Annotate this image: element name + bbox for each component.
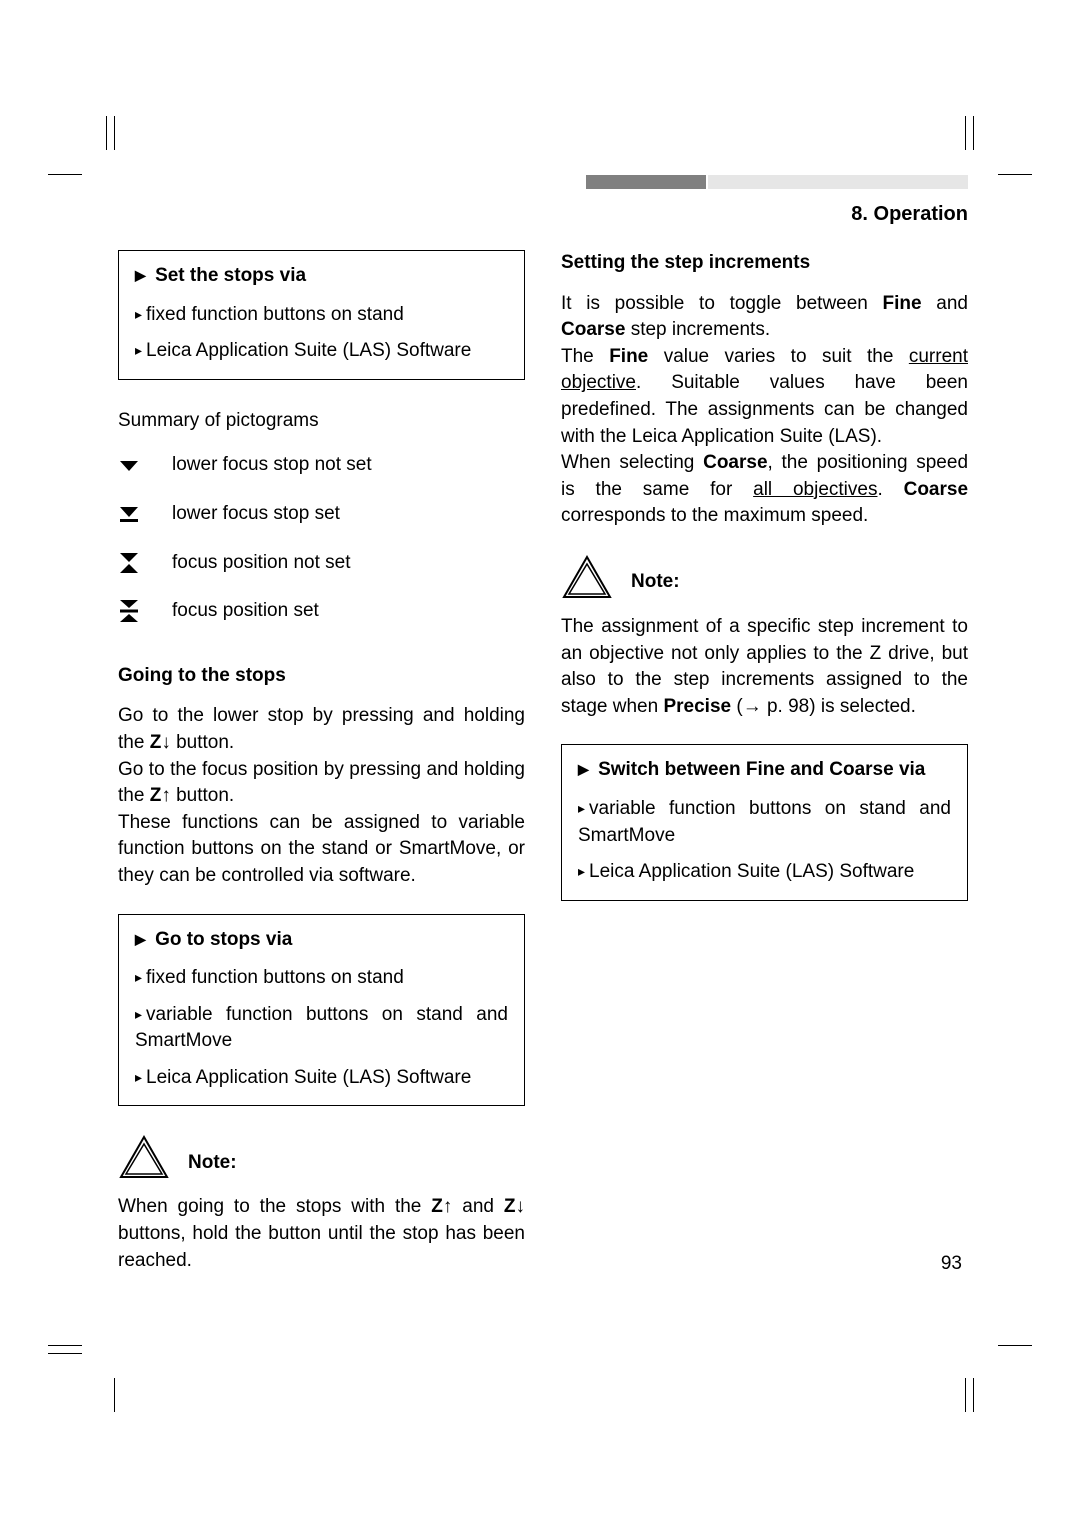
focus-set-icon: [118, 598, 172, 624]
list-item: ▸variable function buttons on stand and …: [135, 1002, 508, 1055]
box-title: ▶ Set the stops via: [135, 263, 508, 290]
note-label: Note:: [631, 569, 680, 600]
paragraph: It is possible to toggle between Fine an…: [561, 291, 968, 344]
pictogram-row: focus position not set: [118, 550, 525, 577]
pictogram-list: lower focus stop not set lower focus sto…: [118, 452, 525, 624]
pictogram-label: focus position set: [172, 598, 525, 625]
box-title-text: Set the stops via: [155, 265, 306, 286]
lower-stop-unset-icon: [118, 459, 172, 473]
list-item-text: fixed function buttons on stand: [146, 304, 404, 325]
header-bars: [586, 175, 968, 189]
list-item-text: Leica Application Suite (LAS) Software: [146, 340, 471, 361]
lower-stop-set-icon: [118, 505, 172, 523]
triangle-icon: ▸: [578, 862, 585, 882]
pictogram-row: lower focus stop set: [118, 501, 525, 528]
going-to-stops: Going to the stops Go to the lower stop …: [118, 663, 525, 890]
header-bar-dark: [586, 175, 706, 189]
list-item: ▸fixed function buttons on stand: [135, 965, 508, 992]
triangle-icon: ▸: [135, 1005, 142, 1025]
note-block: Note:: [561, 554, 968, 600]
box-set-stops: ▶ Set the stops via ▸fixed function butt…: [118, 250, 525, 380]
note-text: The assignment of a specific step increm…: [561, 614, 968, 720]
list-item: ▸Leica Application Suite (LAS) Software: [135, 1065, 508, 1092]
box-title: ▶ Go to stops via: [135, 927, 508, 954]
right-column: Setting the step increments It is possib…: [561, 250, 968, 1274]
pictogram-label: focus position not set: [172, 550, 525, 577]
triangle-icon: ▶: [578, 760, 589, 780]
list-item: ▸variable function buttons on stand and …: [578, 796, 951, 849]
list-item-text: variable function buttons on stand and S…: [578, 798, 951, 846]
triangle-icon: ▸: [135, 1068, 142, 1088]
focus-unset-icon: [118, 551, 172, 575]
paragraph: Go to the lower stop by pressing and hol…: [118, 703, 525, 756]
note-label: Note:: [188, 1150, 237, 1181]
list-item-text: variable function buttons on stand and S…: [135, 1004, 508, 1052]
paragraph: When selecting Coarse, the positioning s…: [561, 450, 968, 530]
subsection-title: Setting the step increments: [561, 250, 968, 277]
note-block: Note:: [118, 1134, 525, 1180]
subsection-title: Going to the stops: [118, 663, 525, 690]
box-title-text: Switch between Fine and Coarse via: [598, 759, 925, 780]
pictogram-label: lower focus stop not set: [172, 452, 525, 479]
pictogram-label: lower focus stop set: [172, 501, 525, 528]
triangle-icon: ▶: [135, 266, 146, 286]
header-bar-light: [708, 175, 968, 189]
triangle-icon: ▸: [578, 799, 585, 819]
triangle-icon: ▸: [135, 305, 142, 325]
pictogram-row: focus position set: [118, 598, 525, 625]
page-number: 93: [941, 1251, 962, 1278]
box-go-to-stops: ▶ Go to stops via ▸fixed function button…: [118, 914, 525, 1107]
section-title: 8. Operation: [851, 200, 968, 228]
paragraph: These functions can be assigned to varia…: [118, 810, 525, 890]
box-switch-fine-coarse: ▶ Switch between Fine and Coarse via ▸va…: [561, 744, 968, 900]
list-item: ▸Leica Application Suite (LAS) Software: [578, 859, 951, 886]
note-text: When going to the stops with the Z↑ and …: [118, 1194, 525, 1274]
paragraph: Go to the focus position by pressing and…: [118, 757, 525, 810]
triangle-icon: ▸: [135, 968, 142, 988]
left-column: ▶ Set the stops via ▸fixed function butt…: [118, 250, 525, 1274]
box-title-text: Go to stops via: [155, 929, 292, 950]
triangle-icon: ▶: [135, 930, 146, 950]
triangle-icon: ▸: [135, 341, 142, 361]
step-increments: Setting the step increments It is possib…: [561, 250, 968, 530]
pictogram-row: lower focus stop not set: [118, 452, 525, 479]
list-item-text: Leica Application Suite (LAS) Software: [146, 1067, 471, 1088]
list-item: ▸fixed function buttons on stand: [135, 302, 508, 329]
pictogram-heading: Summary of pictograms: [118, 408, 525, 435]
list-item-text: fixed function buttons on stand: [146, 967, 404, 988]
list-item: ▸Leica Application Suite (LAS) Software: [135, 338, 508, 365]
paragraph: The Fine value varies to suit the curren…: [561, 344, 968, 450]
warning-triangle-icon: [118, 1134, 170, 1180]
warning-triangle-icon: [561, 554, 613, 600]
box-title: ▶ Switch between Fine and Coarse via: [578, 757, 951, 784]
list-item-text: Leica Application Suite (LAS) Software: [589, 861, 914, 882]
